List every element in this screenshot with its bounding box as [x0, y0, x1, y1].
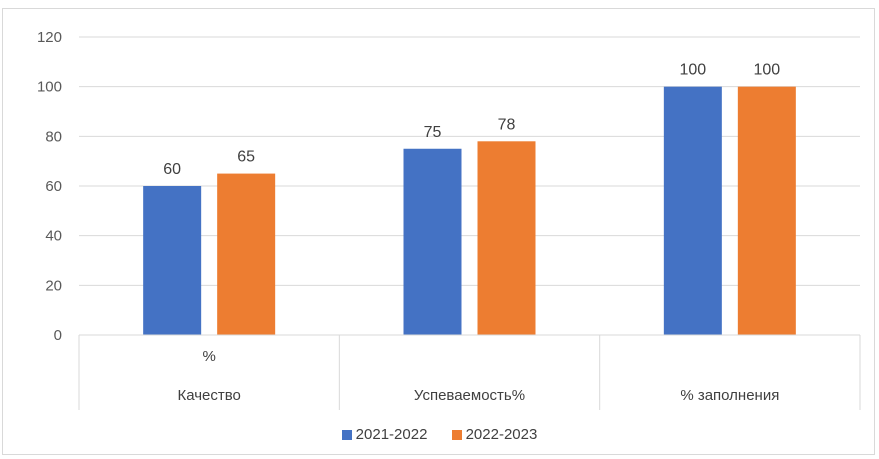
data-label: 78 [498, 116, 516, 133]
data-label: 60 [163, 161, 181, 178]
bar [217, 173, 276, 335]
legend-swatch [451, 429, 462, 440]
data-labels: 60 75 100 65 78 100 [163, 62, 780, 178]
bar [663, 86, 722, 336]
y-tick-label: 80 [45, 128, 62, 145]
y-tick-label: 100 [37, 79, 62, 96]
legend: 2021-2022 2022-2023 [0, 426, 879, 444]
y-tick-label: 120 [37, 29, 62, 46]
legend-label: 2021-2022 [355, 426, 428, 443]
bar [477, 141, 536, 335]
y-tick-label: 20 [45, 277, 62, 294]
legend-label: 2022-2023 [465, 426, 538, 443]
category-label: Качество [177, 387, 240, 404]
category-label: % заполнения [680, 387, 779, 404]
legend-item-series-1: 2021-2022 [341, 426, 428, 443]
bars [143, 86, 796, 336]
bar [143, 186, 202, 335]
y-tick-label: 60 [45, 178, 62, 195]
bar [403, 148, 462, 335]
y-tick-label: 0 [54, 327, 62, 344]
data-label: 100 [753, 62, 780, 79]
bar [737, 86, 796, 336]
data-label: 100 [679, 62, 706, 79]
category-label: Успеваемость% [414, 387, 525, 404]
y-tick-label: 40 [45, 228, 62, 245]
y-axis-ticks: 0 20 40 60 80 100 120 [37, 29, 62, 344]
data-label: 75 [424, 124, 442, 141]
legend-swatch [341, 429, 352, 440]
data-label: 65 [237, 149, 255, 166]
legend-item-series-2: 2022-2023 [451, 426, 538, 443]
category-sublabel: % [202, 348, 215, 365]
category-axis: % Качество Успеваемость% % заполнения [78, 334, 861, 410]
gridlines [79, 36, 860, 286]
